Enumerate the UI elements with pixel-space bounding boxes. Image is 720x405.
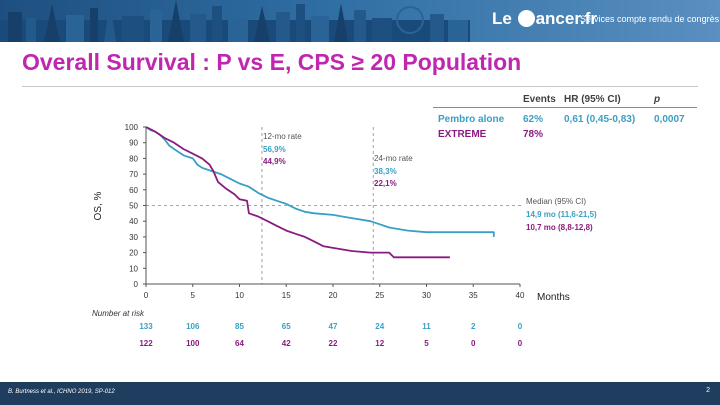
- y-tick-label: 0: [134, 280, 139, 289]
- x-axis-label: Months: [537, 292, 570, 303]
- x-tick-label: 25: [375, 291, 384, 300]
- y-axis-label: OS, %: [93, 191, 104, 220]
- y-tick-label: 50: [129, 202, 138, 211]
- stats-table-divider: [433, 107, 697, 108]
- chart-axes: 0 10 20 30 40 50 60 70 80 90 100 0 5 10 15 20 25 30 35 40: [125, 123, 525, 300]
- y-tick-label: 20: [129, 249, 138, 258]
- x-tick-label: 15: [282, 291, 291, 300]
- reference-lines: [146, 127, 522, 284]
- annotation-12mo-pembro: 56,9%: [263, 145, 286, 154]
- stats-row-pembro-events: 62%: [523, 114, 544, 125]
- footer-reference: B. Burtness et al., ICHNO 2019, SP-012: [8, 389, 115, 395]
- y-tick-label: 40: [129, 217, 138, 226]
- annotation-12mo-extreme: 44,9%: [263, 157, 286, 166]
- stats-header-p: p: [654, 94, 661, 105]
- number-at-risk-cell: 47: [328, 322, 338, 331]
- number-at-risk-cell: 2: [471, 322, 476, 331]
- number-at-risk-cell: 11: [422, 322, 431, 331]
- annotation-median-pembro: 14,9 mo (11,6-21,5): [526, 210, 597, 219]
- x-tick-label: 35: [469, 291, 478, 300]
- number-at-risk-cell: 100: [186, 339, 200, 348]
- y-tick-label: 60: [129, 186, 138, 195]
- footer-bar: B. Burtness et al., ICHNO 2019, SP-012 2: [0, 382, 720, 405]
- km-survival-chart: 0 10 20 30 40 50 60 70 80 90 100 0 5 10 15 20 25 30 35 40 O…: [93, 123, 570, 303]
- site-logo[interactable]: Le ancer.fr: [492, 9, 597, 29]
- page-number: 2: [706, 387, 710, 394]
- number-at-risk-cell: 106: [186, 322, 200, 331]
- y-tick-label: 80: [129, 154, 138, 163]
- number-at-risk-cell: 22: [328, 339, 338, 348]
- x-tick-label: 30: [422, 291, 431, 300]
- x-tick-label: 20: [329, 291, 338, 300]
- annotation-24mo-extreme: 22,1%: [374, 179, 397, 188]
- y-tick-label: 30: [129, 233, 138, 242]
- number-at-risk-cell: 0: [471, 339, 476, 348]
- y-tick-label: 70: [129, 170, 138, 179]
- survival-curves: [145, 126, 495, 259]
- annotation-24mo-pembro: 38,3%: [374, 167, 397, 176]
- title-divider: [22, 86, 698, 87]
- number-at-risk-title: Number at risk: [92, 309, 145, 318]
- x-tick-label: 10: [235, 291, 244, 300]
- series-line-pembro: [145, 126, 495, 237]
- slide-title: Overall Survival : P vs E, CPS ≥ 20 Popu…: [22, 49, 522, 75]
- stats-row-pembro-p: 0,0007: [654, 114, 685, 125]
- number-at-risk-cell: 0: [517, 322, 523, 331]
- y-tick-label: 90: [129, 139, 138, 148]
- number-at-risk-cell: 122: [139, 339, 153, 348]
- logo-text-left: Le: [492, 9, 512, 28]
- number-at-risk-cell: 42: [281, 339, 291, 348]
- number-at-risk-cell: 64: [235, 339, 244, 348]
- x-tick-label: 5: [191, 291, 196, 300]
- logo-text-right: ancer.fr: [535, 9, 598, 28]
- annotation-24mo-label: 24-mo rate: [374, 154, 413, 163]
- y-tick-label: 10: [129, 264, 138, 273]
- stats-row-extreme-events: 78%: [523, 129, 544, 140]
- annotation-median-label: Median (95% CI): [526, 197, 587, 206]
- stats-header-events: Events: [523, 94, 556, 105]
- annotation-12mo-label: 12-mo rate: [263, 132, 302, 141]
- logo-circle-icon: [517, 10, 535, 27]
- series-line-extreme: [145, 126, 450, 259]
- number-at-risk-cell: 65: [281, 322, 291, 331]
- number-at-risk-cell: 85: [235, 322, 244, 331]
- x-tick-label: 0: [144, 291, 149, 300]
- stats-row-pembro-hr: 0,61 (0,45-0,83): [564, 114, 636, 125]
- annotation-median-extreme: 10,7 mo (8,8-12,8): [526, 223, 593, 232]
- stats-row-extreme-arm: EXTREME: [438, 129, 487, 140]
- stats-row-pembro-arm: Pembro alone: [438, 114, 505, 125]
- number-at-risk-cell: 5: [424, 339, 429, 348]
- x-tick-label: 40: [516, 291, 525, 300]
- number-at-risk-cell: 133: [139, 322, 153, 331]
- y-tick-label: 100: [125, 123, 139, 132]
- city-skyline-illustration: [0, 0, 470, 42]
- stats-header-hr: HR (95% CI): [564, 94, 621, 105]
- header-banner: Le ancer.fr Services compte rendu de con…: [0, 0, 720, 42]
- number-at-risk-cell: 0: [517, 339, 523, 348]
- number-at-risk-cell: 12: [375, 339, 385, 348]
- number-at-risk-cell: 24: [375, 322, 385, 331]
- logo-tagline: Services compte rendu de congrès: [580, 14, 720, 24]
